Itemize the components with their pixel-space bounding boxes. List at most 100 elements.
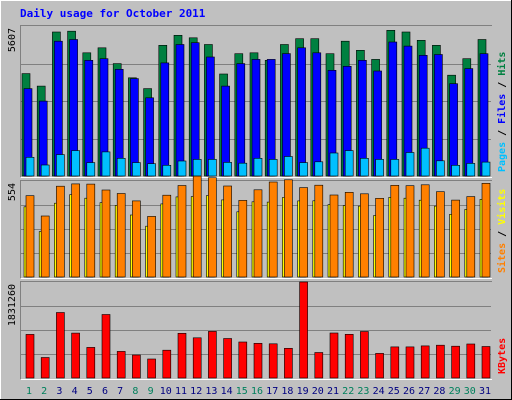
day-label-7: 7 [117, 386, 123, 397]
bar-sites-day-21 [329, 194, 339, 278]
day-label-30: 30 [464, 386, 476, 397]
bar-kbytes-day-5 [86, 347, 96, 379]
bar-files-day-19 [297, 47, 306, 177]
legend-entry-hits-files-pages-4: Hits [496, 52, 508, 76]
legend-entry-visits-sites-1: / [497, 225, 508, 243]
bar-pages-day-26 [405, 152, 415, 177]
bar-kbytes-day-10 [162, 349, 172, 379]
bar-files-day-8 [130, 78, 139, 177]
day-label-20: 20 [312, 386, 324, 397]
bar-files-day-15 [236, 63, 246, 177]
bar-pages-day-27 [420, 147, 430, 177]
day-label-18: 18 [281, 386, 293, 397]
bar-pages-day-12 [192, 159, 202, 177]
bar-pages-day-4 [71, 150, 80, 177]
day-label-4: 4 [72, 386, 78, 397]
bar-pages-day-17 [268, 159, 278, 177]
ymax-label-visits-sites: 554 [7, 183, 18, 201]
bar-sites-day-30 [466, 196, 476, 278]
bar-files-day-12 [190, 42, 200, 177]
bar-sites-day-2 [40, 215, 50, 278]
bar-kbytes-day-17 [268, 343, 278, 379]
bar-kbytes-day-26 [405, 346, 415, 379]
legend-entry-visits-sites-2: Visits [496, 189, 508, 225]
bar-kbytes-day-1 [25, 334, 35, 379]
bar-sites-day-12 [192, 175, 202, 278]
bar-sites-day-4 [71, 183, 80, 278]
day-label-26: 26 [403, 386, 415, 397]
bar-pages-day-8 [132, 162, 141, 177]
bar-kbytes-day-8 [132, 354, 141, 379]
bar-files-day-29 [449, 83, 458, 177]
bar-kbytes-day-19 [299, 281, 308, 379]
bar-kbytes-day-25 [390, 346, 400, 379]
day-label-2: 2 [41, 386, 47, 397]
legend-kbytes: KBytes [497, 338, 508, 374]
day-label-28: 28 [433, 386, 445, 397]
legend-entry-hits-files-pages-2: Files [496, 94, 508, 124]
bar-pages-day-28 [436, 160, 445, 177]
bar-pages-day-14 [223, 162, 232, 177]
bar-sites-day-6 [101, 189, 111, 278]
day-label-16: 16 [251, 386, 263, 397]
bar-kbytes-day-30 [466, 343, 476, 379]
bar-pages-day-31 [481, 161, 491, 177]
bar-pages-day-13 [208, 159, 217, 177]
day-label-13: 13 [205, 386, 217, 397]
bar-kbytes-day-14 [223, 338, 232, 379]
day-label-9: 9 [148, 386, 154, 397]
bar-pages-day-24 [375, 159, 384, 177]
bar-pages-day-21 [329, 152, 339, 177]
bars [21, 29, 491, 379]
legend-visits-sites: Sites / Visits [496, 189, 508, 273]
bar-pages-day-10 [162, 165, 172, 177]
legend-entry-hits-files-pages-3: / [497, 76, 508, 94]
bar-pages-day-23 [360, 158, 369, 177]
bar-pages-day-7 [116, 158, 126, 177]
bar-kbytes-day-29 [451, 345, 460, 379]
bar-kbytes-day-28 [436, 344, 445, 379]
bar-kbytes-day-18 [284, 347, 293, 379]
day-label-21: 21 [327, 386, 339, 397]
legend-hits-files-pages: Pages / Files / Hits [496, 52, 508, 172]
bar-sites-day-8 [132, 200, 141, 278]
day-label-14: 14 [221, 386, 233, 397]
bar-sites-day-17 [268, 181, 278, 278]
legend-entry-hits-files-pages-0: Pages [497, 142, 508, 172]
bar-files-day-13 [206, 56, 215, 177]
bar-kbytes-day-3 [56, 312, 65, 379]
day-label-10: 10 [160, 386, 172, 397]
bar-kbytes-day-16 [253, 342, 263, 379]
bar-pages-day-11 [177, 160, 187, 177]
bar-files-day-17 [266, 59, 276, 177]
bar-pages-day-29 [451, 165, 460, 177]
day-label-17: 17 [266, 386, 278, 397]
bar-files-day-10 [160, 62, 170, 177]
bar-sites-day-13 [208, 177, 217, 278]
bar-kbytes-day-23 [360, 331, 369, 379]
day-label-12: 12 [190, 386, 202, 397]
ymax-label-kbytes: 1831260 [7, 284, 18, 326]
bar-sites-day-14 [223, 185, 232, 278]
day-label-15: 15 [236, 386, 248, 397]
bar-sites-day-27 [420, 184, 430, 278]
bar-files-day-5 [84, 59, 94, 177]
bar-sites-day-5 [86, 183, 96, 278]
bar-pages-day-6 [101, 151, 111, 177]
bar-pages-day-25 [390, 159, 400, 177]
day-label-27: 27 [418, 386, 430, 397]
bar-kbytes-day-11 [177, 332, 187, 379]
legends: Pages / Files / Hits Sites / Visits KBytes [496, 52, 508, 374]
bar-files-day-11 [175, 44, 185, 177]
bar-kbytes-day-2 [40, 357, 50, 379]
legend-entry-hits-files-pages-1: / [497, 124, 508, 142]
day-label-11: 11 [175, 386, 187, 397]
bar-pages-day-19 [299, 162, 308, 177]
bar-pages-day-16 [253, 158, 263, 177]
bar-files-day-28 [434, 54, 443, 177]
bar-sites-day-18 [284, 179, 293, 278]
bar-sites-day-20 [314, 184, 324, 278]
day-label-24: 24 [373, 386, 385, 397]
